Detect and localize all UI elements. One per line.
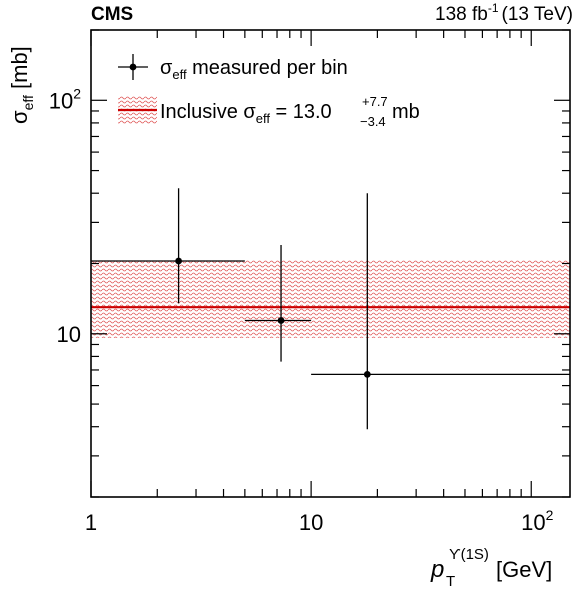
data-point-marker	[277, 317, 285, 324]
x-tick-label-base: 10	[521, 510, 545, 535]
x-tick-label: 1	[85, 510, 97, 535]
x-tick-label: 102	[521, 507, 553, 535]
legend-entry-measured: σeff measured per bin	[118, 54, 348, 82]
data-point-1	[91, 188, 245, 304]
legend-inclusive-minus: −3.4	[360, 114, 386, 129]
lumi-exponent: -1	[488, 1, 499, 15]
legend-inclusive-prefix: Inclusive	[160, 101, 243, 123]
x-tick-label-base: 10	[299, 510, 323, 535]
y-axis-title-unit: [mb]	[7, 46, 32, 95]
lumi-energy: (13 TeV)	[502, 4, 573, 25]
x-axis-title-unit: [GeV]	[496, 557, 552, 582]
y-tick-label-base: 10	[49, 88, 73, 113]
legend-measured-text: measured per bin	[187, 57, 348, 79]
plot-frame	[90, 29, 571, 498]
lumi-label: 138 fb-1 (13 TeV)	[435, 1, 573, 25]
legend-marker-dot	[129, 63, 137, 71]
x-tick-label: 10	[299, 510, 323, 535]
legend: σeff measured per bin Inclusive σeff = 1…	[118, 54, 420, 129]
legend-inclusive-sigma: σ	[243, 101, 256, 123]
y-tick-label: 102	[49, 85, 81, 113]
svg-text:138 fb-1(13 TeV): 138 fb-1 (13 TeV)	[435, 1, 573, 25]
experiment-label: CMS	[91, 4, 133, 25]
legend-sigma: σ	[160, 57, 173, 79]
x-tick-label-exp: 2	[546, 507, 554, 523]
x-axis-title-sup: ϒ(1S)	[449, 546, 489, 563]
x-axis-title-sub: T	[446, 573, 455, 590]
legend-inclusive-value: = 13.0	[270, 101, 332, 123]
x-axis-title: p T ϒ(1S) [GeV]	[430, 546, 552, 590]
svg-text:Inclusive σeff = 13.0: Inclusive σeff = 13.0	[160, 101, 332, 126]
data-points	[91, 188, 570, 430]
x-axis-title-symbol: p	[430, 556, 444, 583]
y-tick-label-base: 10	[57, 322, 81, 347]
y-tick-label-exp: 2	[73, 85, 81, 101]
data-point-3	[311, 193, 570, 430]
lumi-value: 138 fb	[435, 4, 488, 25]
inclusive-band	[91, 260, 570, 338]
legend-entry-inclusive: Inclusive σeff = 13.0 +7.7 −3.4 mb	[118, 94, 420, 129]
data-point-marker	[363, 371, 371, 378]
svg-text:σeff measured per bin: σeff measured per bin	[160, 57, 348, 82]
y-tick-label: 10	[57, 322, 81, 347]
data-point-2	[244, 245, 312, 362]
y-axis-title-sub: eff	[20, 95, 36, 110]
x-tick-label-base: 1	[85, 510, 97, 535]
svg-text:σeff [mb]: σeff [mb]	[7, 46, 36, 124]
data-point-marker	[175, 257, 182, 265]
y-axis-title-sigma: σ	[7, 110, 32, 124]
legend-inclusive-sigma-sub: eff	[256, 111, 271, 126]
legend-inclusive-unit: mb	[392, 101, 420, 123]
y-axis-title: σeff [mb]	[7, 46, 36, 124]
legend-inclusive-plus: +7.7	[362, 94, 388, 109]
legend-sigma-sub: eff	[172, 67, 187, 82]
band-uncertainty	[91, 260, 570, 338]
